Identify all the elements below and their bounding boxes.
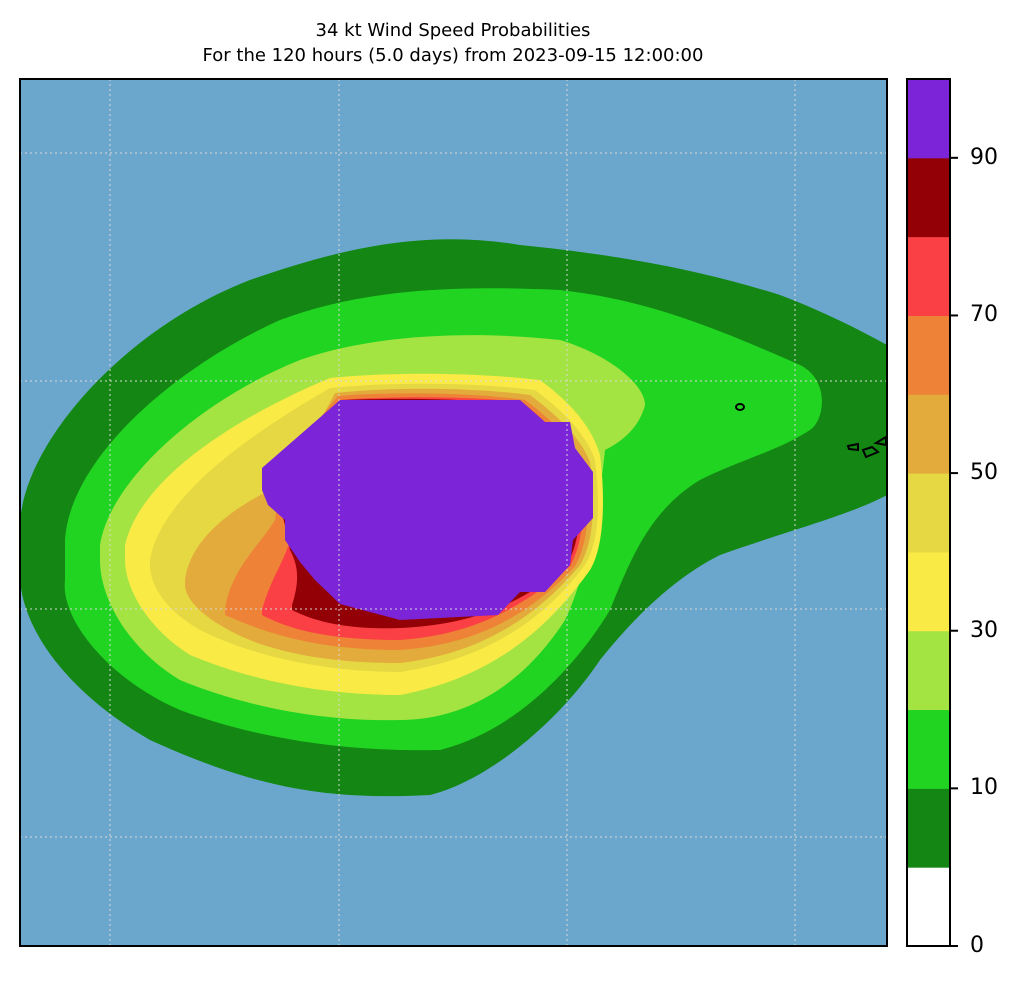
colorbar-segment [907, 236, 950, 316]
colorbar-segment [907, 394, 950, 474]
colorbar-segment [907, 709, 950, 789]
colorbar-segment [907, 79, 950, 159]
map-title: 34 kt Wind Speed Probabilities [315, 20, 591, 41]
colorbar-segment [907, 473, 950, 553]
colorbar-segment [907, 315, 950, 395]
colorbar-tick-label: 90 [970, 144, 998, 170]
probability-band-90-100 [262, 400, 593, 620]
map-subtitle: For the 120 hours (5.0 days) from 2023-0… [202, 45, 704, 66]
colorbar [907, 79, 950, 947]
colorbar-tick-label: 10 [970, 775, 998, 801]
colorbar-segment [907, 788, 950, 868]
colorbar-ticks [950, 156, 958, 947]
colorbar-tick-label: 0 [970, 933, 984, 958]
map-frame [19, 78, 888, 947]
colorbar-segment [907, 630, 950, 711]
colorbar-tick-label: 30 [970, 617, 998, 643]
island-1 [735, 403, 745, 411]
colorbar-segment [907, 867, 950, 947]
colorbar-tick-label: 50 [970, 460, 998, 486]
colorbar-segment [907, 551, 950, 632]
island-2 [846, 442, 859, 452]
colorbar-frame [906, 78, 951, 947]
colorbar-tick-label: 70 [970, 302, 998, 328]
colorbar-segment [907, 157, 950, 238]
coastline-islands [735, 403, 887, 459]
island-3 [861, 445, 880, 459]
